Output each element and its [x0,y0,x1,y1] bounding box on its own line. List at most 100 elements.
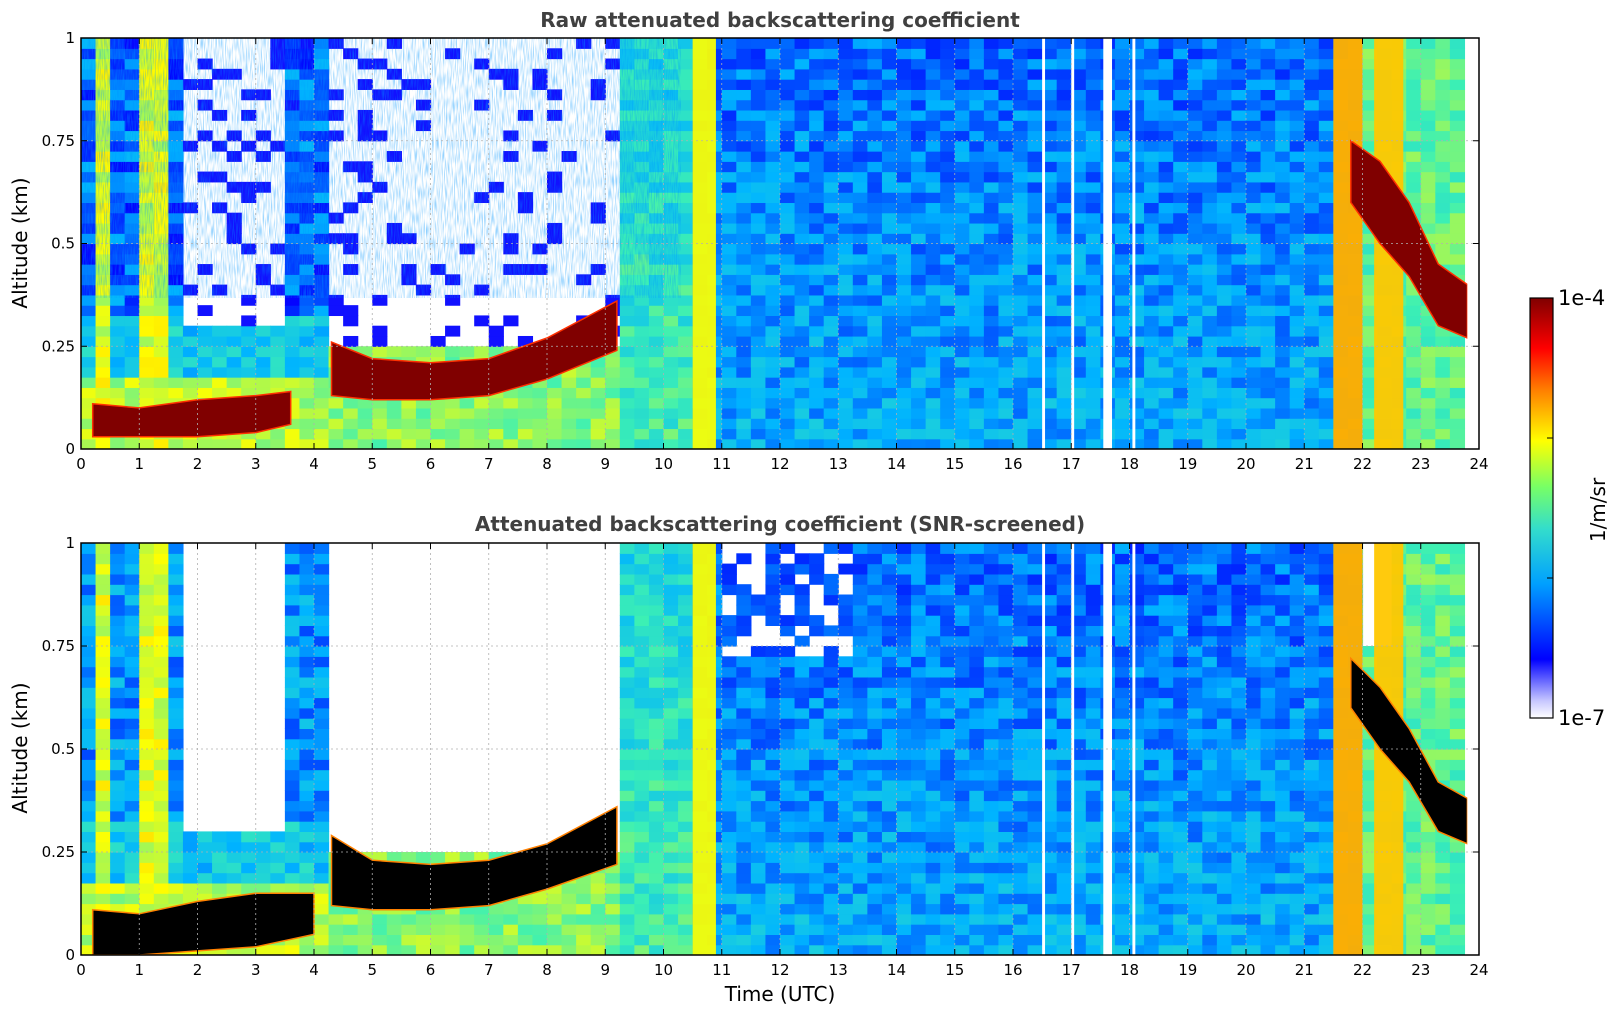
heatmap-cell [940,841,956,853]
heatmap-cell [911,315,927,327]
heatmap-cell [896,759,912,771]
heatmap-cell [1158,233,1174,245]
heatmap-cell [1362,315,1378,327]
heatmap-cell [1202,387,1218,399]
heatmap-cell [1289,222,1305,234]
heatmap-cell [1275,356,1291,368]
heatmap-cell [896,944,912,955]
heatmap-cell [954,202,970,214]
heatmap-cell [838,852,854,863]
heatmap-cell [1071,202,1087,214]
heatmap-cell [386,924,402,935]
x-tick-label: 15 [945,455,964,473]
heatmap-cell [954,573,970,585]
heatmap-cell [1144,418,1160,430]
heatmap-cell [619,790,635,802]
heatmap-cell [678,109,694,121]
heatmap-cell [1420,58,1436,70]
heatmap-cell [954,377,970,388]
heatmap-cell [415,944,432,955]
heatmap-cell [881,377,898,388]
heatmap-cell [823,862,839,874]
heatmap-cell [721,264,737,275]
heatmap-cell [911,728,927,740]
heatmap-cell [634,604,650,616]
heatmap-cell [1173,243,1189,255]
heatmap-cell [634,759,650,771]
heatmap-cell [1129,192,1145,204]
heatmap-cell [911,707,927,719]
heatmap-cell [284,407,301,419]
heatmap-cell [81,790,97,802]
heatmap-cell [1275,428,1291,440]
heatmap-cell [619,687,635,699]
heatmap-cell [634,872,650,884]
heatmap-cell [168,604,184,616]
heatmap-cell [1246,407,1262,419]
heatmap-cell [896,192,912,204]
heatmap-cell [983,387,1000,399]
heatmap-cell [721,738,737,750]
heatmap-cell [1231,428,1247,440]
heatmap-cell [983,584,1000,596]
heatmap-cell [1173,315,1189,327]
heatmap-cell [1304,161,1320,173]
heatmap-cell [1187,233,1203,245]
heatmap-cell [823,841,839,853]
heatmap-cell [969,161,985,173]
heatmap-cell [1114,428,1131,440]
heatmap-cell [648,728,665,740]
heatmap-cell [780,294,796,306]
heatmap-cell [1042,99,1058,111]
heatmap-cell [1275,202,1291,214]
heatmap-cell [1056,233,1072,245]
heatmap-cell [1362,346,1378,358]
heatmap-cell [168,841,184,853]
heatmap-cell [634,934,650,946]
heatmap-cell [969,38,985,49]
heatmap-cell [838,697,854,709]
heatmap-cell [139,759,155,771]
heatmap-cell [911,543,927,554]
heatmap-cell [517,903,534,915]
heatmap-cell [1144,48,1160,60]
heatmap-cell [1216,130,1233,142]
heatmap-cell [576,944,592,955]
heatmap-cell [1085,99,1101,111]
heatmap-cell [110,356,126,368]
heatmap-cell [969,718,985,729]
heatmap-cell [663,315,679,327]
heatmap-cell [1202,38,1218,49]
heatmap-cell [983,646,1000,657]
heatmap-cell [940,109,956,121]
heatmap-cell [765,356,781,368]
heatmap-cell [619,852,635,863]
heatmap-cell [124,790,140,802]
heatmap-cell [314,779,330,791]
heatmap-cell [1275,130,1291,142]
heatmap-cell [1056,346,1072,358]
heatmap-cell [678,99,694,111]
heatmap-cell [823,109,839,121]
heatmap-cell [1042,120,1058,132]
heatmap-cell [678,594,694,606]
heatmap-cell [838,274,854,286]
heatmap-cell [736,882,752,894]
heatmap-cell [81,418,97,430]
heatmap-cell [721,821,737,832]
heatmap-cell [969,243,985,255]
heatmap-cell [1304,202,1320,214]
heatmap-cell [124,728,140,740]
heatmap-cell [561,428,577,440]
heatmap-cell [357,428,373,440]
heatmap-cell [998,852,1014,863]
heatmap-cell [809,913,825,925]
heatmap-cell [678,625,694,637]
heatmap-cell [1216,284,1233,296]
heatmap-cell [1362,68,1378,80]
heatmap-cell [459,913,475,925]
heatmap-cell [255,852,271,863]
heatmap-cell [357,924,373,935]
heatmap-cell [343,397,359,409]
heatmap-cell [1449,438,1466,449]
